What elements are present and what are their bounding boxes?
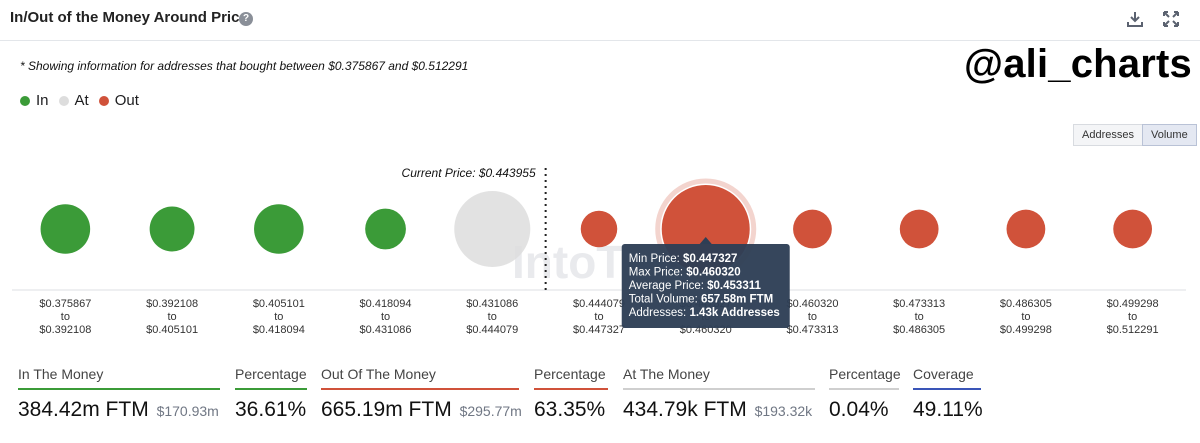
range-label: $0.375867	[39, 298, 91, 310]
stat-at-the-money: At The Money 434.79k FTM $193.32k	[623, 366, 815, 422]
range-label: to	[808, 311, 817, 323]
range-label: $0.473313	[893, 298, 945, 310]
range-label: $0.405101	[253, 298, 305, 310]
stat-value: 384.42m FTM $170.93m	[18, 398, 219, 421]
range-label: to	[61, 311, 70, 323]
bubble-in	[149, 206, 195, 252]
range-label: $0.444079	[466, 324, 518, 336]
bubble-at	[454, 190, 531, 268]
tooltip-line: Average Price: $0.453311	[629, 280, 762, 292]
range-label: $0.392108	[146, 298, 198, 310]
bubble-out	[580, 210, 618, 248]
stat-label: Percentage	[235, 366, 307, 382]
range-label: to	[915, 311, 924, 323]
range-label: $0.418094	[253, 324, 305, 336]
stat-sub: $193.32k	[754, 403, 813, 419]
download-icon[interactable]	[1126, 10, 1144, 28]
stat-value: 665.19m FTM $295.77m	[321, 398, 522, 421]
stat-label: Coverage	[913, 366, 974, 382]
stat-label: In The Money	[18, 366, 104, 382]
stat-sub: $170.93m	[156, 403, 219, 419]
range-label: to	[1021, 311, 1030, 323]
bubble-in	[365, 208, 406, 250]
legend-label-in: In	[36, 92, 49, 109]
range-label: $0.486305	[893, 324, 945, 336]
legend-item-in[interactable]: In	[20, 92, 49, 109]
range-label: to	[1128, 311, 1137, 323]
tooltip-line: Total Volume: 657.58m FTM	[629, 294, 773, 306]
range-label: to	[488, 311, 497, 323]
stat-label: At The Money	[623, 366, 710, 382]
stat-in-percentage: Percentage 36.61%	[235, 366, 307, 422]
volume-toggle[interactable]: Volume	[1142, 124, 1197, 146]
bubble-out	[1006, 209, 1046, 249]
stat-value: 434.79k FTM $193.32k	[623, 398, 813, 421]
legend-dot-out	[98, 95, 109, 106]
range-label: $0.499298	[1107, 298, 1159, 310]
bubble-in	[254, 204, 304, 254]
expand-icon[interactable]	[1162, 10, 1180, 28]
range-label: $0.431086	[466, 298, 518, 310]
range-label: $0.486305	[1000, 298, 1052, 310]
bubble-out	[793, 209, 832, 249]
tooltip-pointer	[699, 237, 712, 244]
stat-label: Percentage	[534, 366, 606, 382]
stat-value: 36.61%	[235, 398, 307, 421]
tooltip-line: Min Price: $0.447327	[629, 253, 738, 265]
stat-rule	[534, 388, 608, 390]
stat-label: Out Of The Money	[321, 366, 436, 382]
stat-value: 49.11%	[913, 398, 983, 421]
stat-rule	[913, 388, 981, 390]
stat-rule	[829, 388, 899, 390]
range-label: $0.512291	[1107, 324, 1159, 336]
range-label: to	[274, 311, 283, 323]
stat-rule	[623, 388, 815, 390]
addresses-toggle[interactable]: Addresses	[1073, 124, 1143, 146]
range-label: $0.447327	[573, 324, 625, 336]
author-handle: @ali_charts	[964, 42, 1192, 86]
legend-label-at: At	[74, 92, 89, 109]
range-label: $0.418094	[360, 298, 412, 310]
range-note: * Showing information for addresses that…	[20, 59, 469, 73]
stat-rule	[235, 388, 307, 390]
stat-value: 63.35%	[534, 398, 606, 421]
legend-label-out: Out	[114, 92, 139, 109]
stat-out-percentage: Percentage 63.35%	[534, 366, 608, 422]
bubble-out	[1113, 209, 1153, 249]
bubble-out	[899, 209, 939, 249]
legend-dot-at	[58, 95, 69, 106]
legend-item-at[interactable]: At	[58, 92, 89, 109]
stat-label: Percentage	[829, 366, 901, 382]
stat-value: 0.04%	[829, 398, 889, 421]
stat-coverage: Coverage 49.11%	[913, 366, 983, 422]
range-label: $0.460320	[786, 298, 838, 310]
header-divider	[0, 40, 1200, 41]
stat-sub: $295.77m	[459, 403, 522, 419]
stat-in-the-money: In The Money 384.42m FTM $170.93m	[18, 366, 220, 422]
range-label: to	[381, 311, 390, 323]
stat-rule	[18, 388, 220, 390]
stat-rule	[321, 388, 519, 390]
stat-out-of-the-money: Out Of The Money 665.19m FTM $295.77m	[321, 366, 522, 422]
stat-at-percentage: Percentage 0.04%	[829, 366, 901, 422]
legend: In At Out	[20, 92, 139, 109]
tooltip-line: Addresses: 1.43k Addresses	[629, 307, 780, 319]
range-label: $0.444079	[573, 298, 625, 310]
current-price-label: Current Price: $0.443955	[402, 166, 536, 180]
tooltip-line: Max Price: $0.460320	[629, 267, 741, 279]
range-label: $0.431086	[360, 324, 412, 336]
range-label: $0.499298	[1000, 324, 1052, 336]
range-label: to	[167, 311, 176, 323]
question-circle-icon[interactable]: ?	[239, 12, 253, 26]
range-label: $0.473313	[786, 324, 838, 336]
bubble-in	[40, 204, 91, 254]
tooltip-box	[621, 244, 790, 328]
range-label: $0.405101	[146, 324, 198, 336]
range-label: $0.392108	[39, 324, 91, 336]
range-label: to	[594, 311, 603, 323]
page-title: In/Out of the Money Around Price	[10, 9, 248, 26]
legend-dot-in	[20, 95, 30, 106]
legend-item-out[interactable]: Out	[98, 92, 139, 109]
